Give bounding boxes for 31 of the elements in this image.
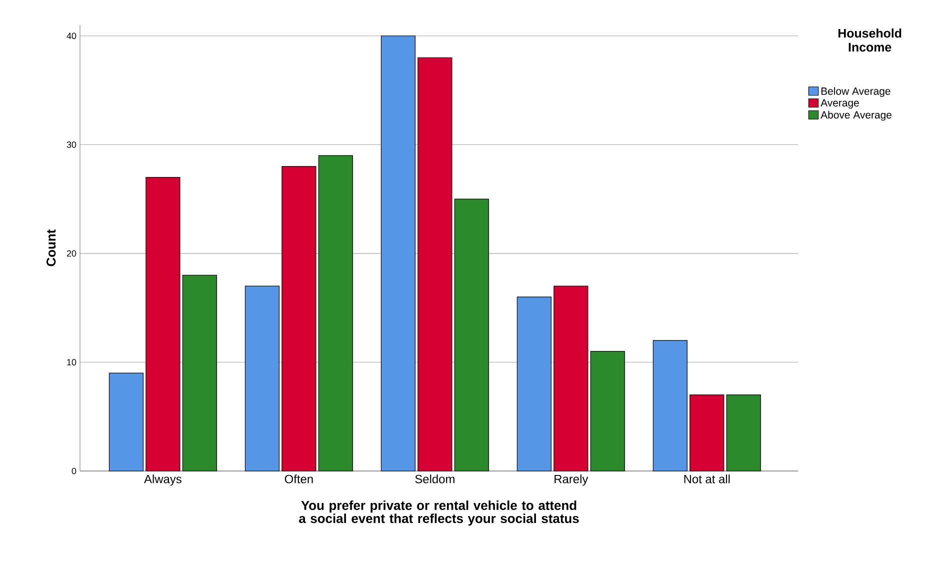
bar — [182, 274, 217, 472]
y-tick-label: 30 — [66, 141, 76, 148]
x-tick-label: Often — [284, 474, 313, 484]
bar — [282, 166, 316, 472]
bar — [318, 155, 353, 472]
bar — [380, 36, 416, 472]
y-tick-label: 10 — [67, 359, 76, 366]
legend-label: Below Average — [821, 87, 890, 97]
bar — [146, 176, 180, 472]
bar — [418, 57, 452, 472]
bar — [516, 296, 552, 472]
x-axis-title: You prefer private or rental vehicle to attend a social event that reflects your social status — [299, 500, 579, 526]
bar — [726, 394, 761, 472]
bar — [108, 372, 144, 472]
legend-label: Average — [820, 99, 859, 109]
x-tick-label: Rarely — [554, 474, 588, 486]
bar — [690, 394, 724, 472]
y-tick-label: 0 — [72, 468, 76, 474]
legend-title: Household Income — [838, 28, 902, 52]
bar — [590, 351, 625, 472]
bar — [244, 286, 280, 472]
bar — [652, 340, 688, 472]
y-axis-title: Count — [46, 229, 56, 266]
bar — [454, 198, 489, 472]
x-tick-label: Seldom — [415, 474, 454, 484]
y-tick-label: 20 — [66, 250, 76, 257]
bar — [554, 286, 588, 472]
y-tick-label: 40 — [66, 32, 76, 40]
x-tick-label: Not at all — [684, 474, 730, 484]
x-tick-label: Always — [144, 474, 182, 486]
legend-label: Above Average — [820, 110, 892, 121]
